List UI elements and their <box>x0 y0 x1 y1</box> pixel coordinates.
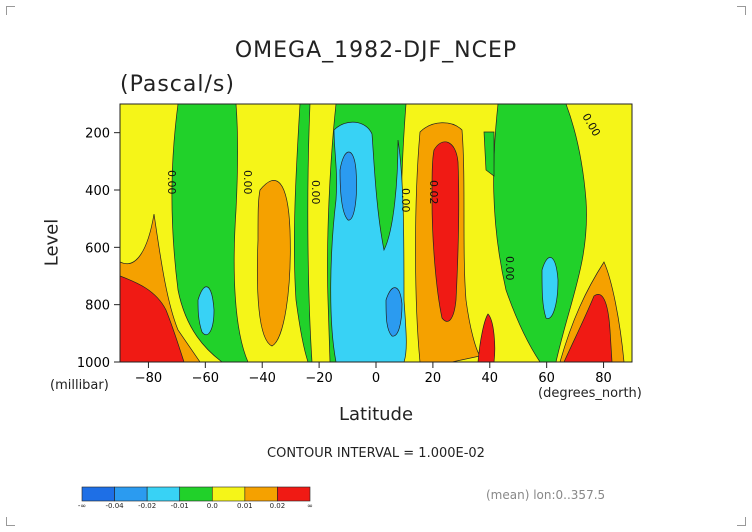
fill-blue-sh-eq <box>339 151 357 221</box>
contour-label: 0.02 <box>427 180 440 205</box>
colorbar-label: 0.01 <box>237 502 253 510</box>
fill-green-nh-patch <box>483 131 495 177</box>
colorbar-swatch <box>211 486 246 502</box>
contour-label: 0.00 <box>309 180 322 205</box>
y-tick-label: 600 <box>85 241 110 256</box>
fill-blue-nh-eq <box>385 287 403 337</box>
colorbar-label: -0.01 <box>170 502 189 510</box>
colorbar-swatch <box>146 486 181 502</box>
fill-red-polar <box>563 294 613 362</box>
contour-label: 0.00 <box>241 170 254 195</box>
chart-title: OMEGA_1982-DJF_NCEP <box>234 38 518 63</box>
y-axis-ticks: 200 400 600 800 1000 <box>77 127 120 371</box>
fill-red-nh <box>431 141 460 322</box>
contour-label: 0.00 <box>165 170 178 195</box>
x-tick-label: 80 <box>595 371 612 386</box>
colorbar-swatch <box>179 486 213 502</box>
x-tick-label: −60 <box>192 371 219 386</box>
y-axis-units: (millibar) <box>50 378 109 393</box>
chart-subtitle: (Pascal/s) <box>120 72 235 97</box>
y-tick-label: 800 <box>85 299 110 314</box>
fill-cyan-nh <box>541 257 559 319</box>
contour-label: 0.00 <box>503 256 516 281</box>
y-tick-label: 400 <box>85 184 110 199</box>
x-tick-label: 60 <box>538 371 555 386</box>
x-tick-label: −40 <box>249 371 276 386</box>
contour-label: 0.00 <box>399 188 412 213</box>
colorbar-swatch <box>114 486 148 502</box>
y-tick-label: 200 <box>85 127 110 142</box>
fill-orange-midsh <box>257 180 291 347</box>
fill-red-sh <box>120 275 185 362</box>
x-tick-label: 0 <box>372 371 380 386</box>
x-tick-label: −80 <box>135 371 162 386</box>
colorbar-label: -∞ <box>77 502 87 510</box>
colorbar-label: ∞ <box>307 502 313 510</box>
crop-mark <box>6 6 15 15</box>
crop-mark <box>6 517 15 526</box>
x-axis-label: Latitude <box>338 404 414 425</box>
x-tick-label: −20 <box>305 371 332 386</box>
colorbar-label: 0.02 <box>269 502 286 510</box>
x-axis-units: (degrees_north) <box>538 386 642 401</box>
colorbar-swatch <box>81 486 115 502</box>
fill-cyan-sh <box>197 286 215 336</box>
colorbar-label: -0.02 <box>138 502 157 510</box>
x-tick-label: 20 <box>425 371 442 386</box>
colorbar-label: -0.04 <box>105 502 124 510</box>
colorbar-label: 0.0 <box>206 502 218 510</box>
y-tick-label: 1000 <box>77 356 110 371</box>
mean-lon-text: (mean) lon:0..357.5 <box>486 488 606 502</box>
x-tick-label: 40 <box>482 371 499 386</box>
crop-mark <box>737 517 746 526</box>
fill-red-nh-low <box>477 313 496 362</box>
colorbar-swatch <box>277 486 311 502</box>
x-axis-ticks: −80 −60 −40 −20 0 20 40 60 80 <box>135 362 612 386</box>
crop-mark <box>737 6 746 15</box>
colorbar-swatch <box>244 486 278 502</box>
contour-interval-text: CONTOUR INTERVAL = 1.000E-02 <box>267 446 485 461</box>
fill-yellow-band-eq <box>307 104 337 362</box>
